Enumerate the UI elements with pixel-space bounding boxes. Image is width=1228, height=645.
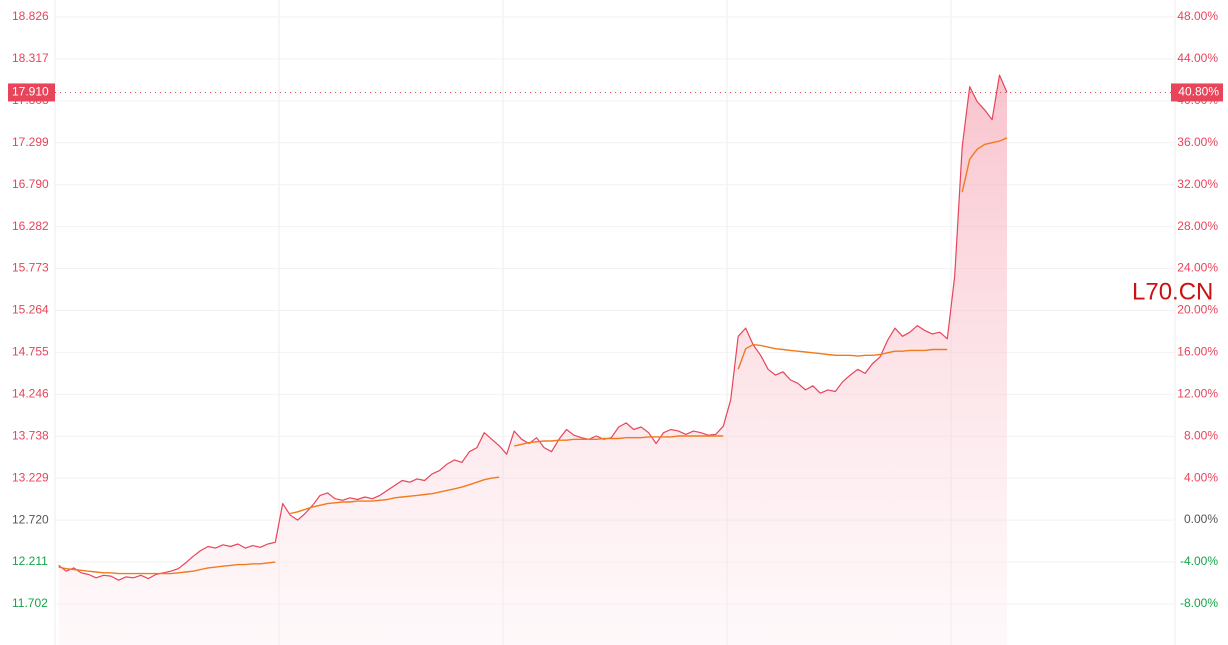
y-tick-label: 11.702 (12, 596, 48, 610)
y2-tick-label: 12.00% (1177, 386, 1218, 400)
y2-tick-label: -8.00% (1180, 596, 1218, 610)
current-price-label: 17.910 (12, 85, 49, 99)
price-area (58, 75, 1007, 645)
y2-tick-label: 16.00% (1177, 345, 1218, 359)
y-tick-label: 13.229 (12, 470, 49, 484)
y-tick-label: 16.790 (12, 177, 49, 191)
y-tick-label: 14.246 (12, 387, 49, 401)
current-change-label: 40.80% (1178, 85, 1219, 99)
y-tick-label: 18.317 (12, 51, 49, 65)
watermark: L70.CN (1132, 278, 1213, 305)
y2-tick-label: 32.00% (1177, 177, 1218, 191)
current-change-box (1171, 83, 1223, 102)
y-tick-label: 12.211 (12, 554, 48, 568)
y-tick-label: 14.755 (12, 345, 49, 359)
y-tick-label: 15.264 (12, 303, 49, 317)
y2-tick-label: 4.00% (1184, 470, 1218, 484)
y-tick-label: 17.299 (12, 135, 49, 149)
y-tick-label: 18.826 (12, 9, 49, 23)
y-tick-label: 16.282 (12, 219, 49, 233)
y2-tick-label: 20.00% (1177, 303, 1218, 317)
y2-tick-label: 48.00% (1177, 9, 1218, 23)
price-line (58, 74, 1008, 581)
y2-tick-label: 0.00% (1184, 512, 1218, 526)
y2-tick-label: 44.00% (1177, 51, 1218, 65)
y2-tick-label: -4.00% (1180, 554, 1218, 568)
y-tick-label: 13.738 (12, 428, 49, 442)
current-price-box (8, 83, 55, 102)
y-tick-label: 15.773 (12, 261, 49, 275)
y2-tick-label: 24.00% (1177, 261, 1218, 275)
average-line (58, 137, 1008, 575)
y-tick-label: 12.720 (12, 512, 49, 526)
y2-tick-label: 28.00% (1177, 219, 1218, 233)
y2-tick-label: 8.00% (1184, 428, 1218, 442)
y2-tick-label: 36.00% (1177, 135, 1218, 149)
